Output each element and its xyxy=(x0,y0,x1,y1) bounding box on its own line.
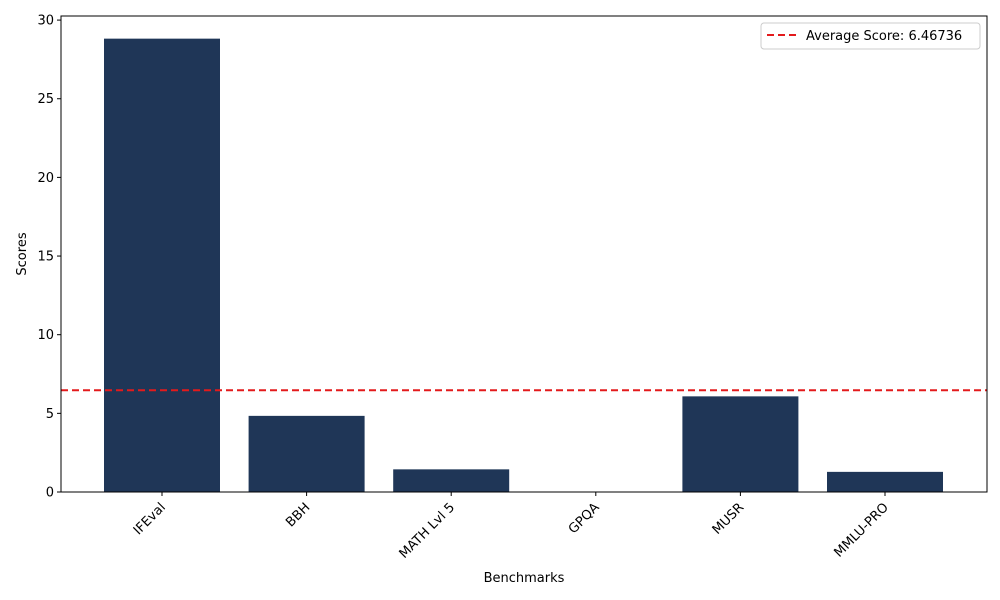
x-tick-label: MUSR xyxy=(710,500,747,537)
x-tick-label: BBH xyxy=(283,500,313,530)
y-tick-label: 15 xyxy=(37,250,54,265)
x-tick-label: MATH Lvl 5 xyxy=(397,500,458,561)
x-axis-label: Benchmarks xyxy=(484,571,565,586)
bar-musr xyxy=(682,396,799,492)
plot-frame xyxy=(60,15,988,493)
bar-bbh xyxy=(248,415,365,492)
bars-group xyxy=(104,38,943,493)
x-axis: IFEval BBH MATH Lvl 5 GPQA MUSR MMLU-PRO xyxy=(131,492,892,562)
x-tick-label: IFEval xyxy=(131,500,169,538)
y-tick-label: 30 xyxy=(37,14,54,29)
y-tick-label: 25 xyxy=(37,92,54,107)
bar-math-lvl-5 xyxy=(393,469,510,492)
bar-mmlu-pro xyxy=(827,471,943,492)
y-tick-label: 20 xyxy=(37,171,54,186)
legend-label: Average Score: 6.46736 xyxy=(806,29,962,44)
y-tick-label: 5 xyxy=(46,407,54,422)
y-axis-label: Scores xyxy=(15,232,30,275)
x-tick-label: MMLU-PRO xyxy=(831,500,891,560)
y-tick-label: 0 xyxy=(46,486,54,501)
x-tick-label: GPQA xyxy=(566,500,603,537)
y-tick-label: 10 xyxy=(37,328,54,343)
y-axis: 0 5 10 15 20 25 30 xyxy=(37,14,61,501)
bar-ifeval xyxy=(104,38,220,493)
legend-box xyxy=(760,22,981,50)
legend: Average Score: 6.46736 xyxy=(760,22,981,50)
